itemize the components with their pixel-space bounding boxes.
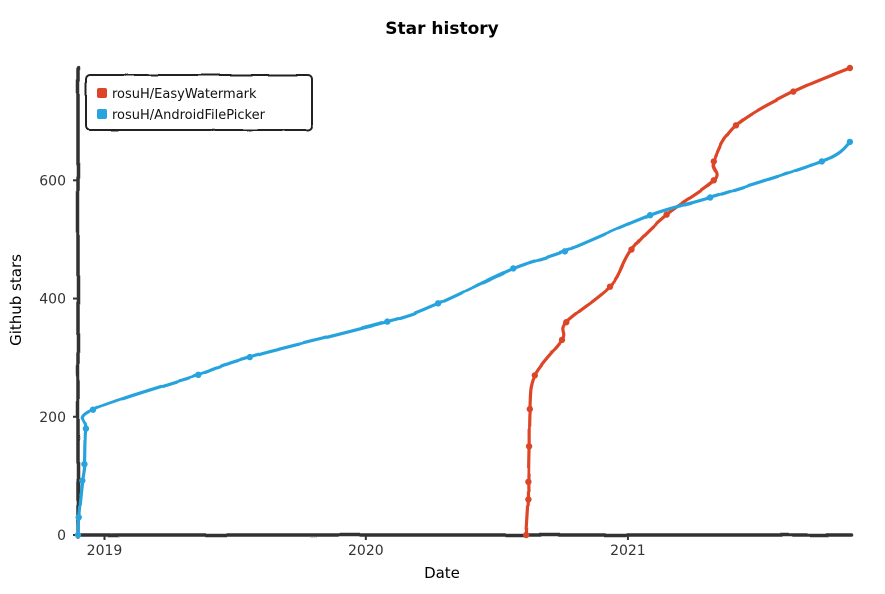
series-layer	[74, 64, 854, 539]
legend-box	[85, 74, 313, 131]
data-point-androidfilepicker	[510, 265, 517, 272]
data-point-androidfilepicker	[434, 300, 442, 307]
y-tick-label: 600	[39, 173, 66, 189]
data-point-easywatermark	[525, 443, 533, 450]
data-point-easywatermark	[790, 88, 797, 95]
data-point-androidfilepicker	[195, 371, 202, 378]
data-point-androidfilepicker	[74, 531, 82, 539]
data-point-easywatermark	[606, 283, 614, 290]
data-point-easywatermark	[663, 211, 670, 218]
y-axis-ticks: 0 200 400 600	[39, 173, 78, 544]
y-tick-label: 200	[39, 410, 66, 426]
data-point-androidfilepicker	[246, 353, 253, 361]
legend-swatch-easywatermark	[97, 88, 107, 98]
y-tick-label: 0	[57, 528, 66, 544]
data-point-easywatermark	[710, 158, 717, 165]
y-tick-label: 400	[39, 292, 66, 308]
data-point-easywatermark	[523, 531, 530, 539]
data-point-androidfilepicker	[707, 194, 714, 201]
legend-label-androidfilepicker: rosuH/AndroidFilePicker	[112, 108, 266, 123]
data-point-easywatermark	[531, 372, 538, 379]
y-axis-label: Github stars	[7, 254, 25, 346]
data-point-androidfilepicker	[81, 460, 88, 468]
series-line-easywatermark	[524, 66, 852, 537]
series-line-androidfilepicker	[76, 140, 852, 537]
x-tick-label: 2020	[348, 543, 384, 559]
data-point-easywatermark	[526, 405, 533, 413]
x-axis-ticks: 2019 2020 2021	[87, 535, 646, 559]
x-axis-label: Date	[424, 564, 460, 582]
data-point-androidfilepicker	[82, 425, 90, 432]
data-point-easywatermark	[525, 496, 532, 503]
data-point-easywatermark	[628, 246, 635, 253]
data-point-easywatermark	[525, 478, 532, 485]
data-point-androidfilepicker	[646, 212, 654, 219]
x-tick-label: 2019	[87, 543, 123, 559]
data-point-androidfilepicker	[89, 406, 97, 413]
x-tick-label: 2021	[610, 543, 646, 559]
data-point-androidfilepicker	[75, 514, 82, 521]
data-point-easywatermark	[732, 122, 740, 129]
data-point-easywatermark	[558, 336, 566, 344]
legend-label-easywatermark: rosuH/EasyWatermark	[112, 87, 257, 102]
chart-title: Star history	[385, 19, 498, 39]
data-point-androidfilepicker	[384, 318, 391, 325]
data-point-easywatermark	[563, 319, 570, 326]
legend-swatch-androidfilepicker	[97, 109, 107, 119]
data-point-easywatermark	[846, 64, 854, 72]
data-point-androidfilepicker	[79, 477, 86, 484]
data-point-easywatermark	[710, 177, 717, 184]
legend: rosuH/EasyWatermark rosuH/AndroidFilePic…	[85, 74, 313, 131]
data-point-androidfilepicker	[846, 138, 854, 146]
data-point-androidfilepicker	[818, 158, 826, 165]
data-point-androidfilepicker	[561, 248, 569, 255]
